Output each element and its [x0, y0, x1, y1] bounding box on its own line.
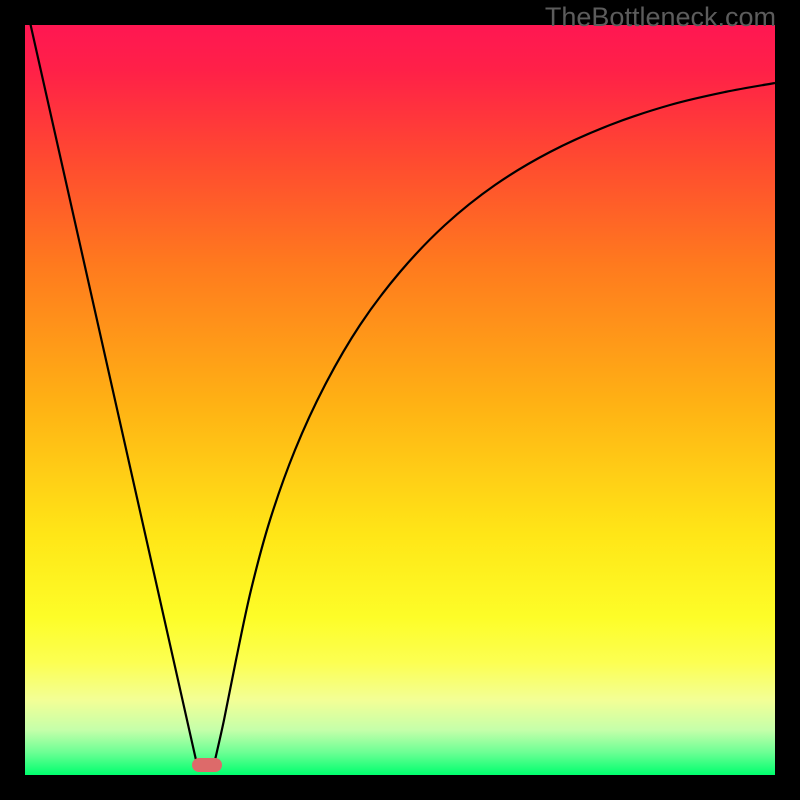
curve-overlay [0, 0, 800, 800]
bottom-marker [192, 758, 222, 772]
right-ascending-curve [215, 83, 775, 760]
chart-root: TheBottleneck.com [0, 0, 800, 800]
watermark-text: TheBottleneck.com [545, 2, 776, 33]
left-descending-line [25, 0, 196, 760]
